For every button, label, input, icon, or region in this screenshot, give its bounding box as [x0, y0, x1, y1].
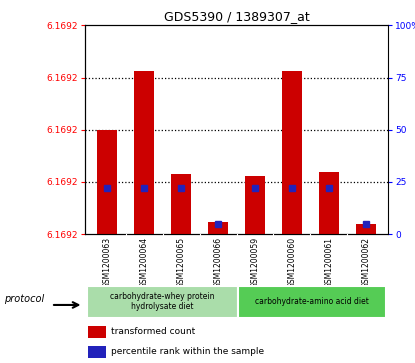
Text: carbohydrate-amino acid diet: carbohydrate-amino acid diet [255, 297, 369, 306]
Bar [88, 346, 106, 358]
Text: protocol: protocol [4, 294, 44, 304]
Text: GSM1200059: GSM1200059 [251, 237, 259, 288]
Bar [208, 221, 228, 234]
Text: carbohydrate-whey protein
hydrolysate diet: carbohydrate-whey protein hydrolysate di… [110, 292, 215, 311]
Text: GSM1200060: GSM1200060 [288, 237, 296, 288]
Text: GSM1200065: GSM1200065 [177, 237, 186, 288]
Text: transformed count: transformed count [111, 327, 195, 336]
Bar [171, 174, 191, 234]
FancyBboxPatch shape [87, 286, 238, 318]
Bar [88, 326, 106, 338]
Bar [356, 224, 376, 234]
Text: GSM1200062: GSM1200062 [361, 237, 370, 287]
Bar [134, 71, 154, 234]
Text: GSM1200061: GSM1200061 [325, 237, 333, 287]
Text: percentile rank within the sample: percentile rank within the sample [111, 347, 264, 356]
Text: GSM1200064: GSM1200064 [140, 237, 149, 288]
Text: GSM1200066: GSM1200066 [214, 237, 222, 288]
FancyBboxPatch shape [238, 286, 386, 318]
Title: GDS5390 / 1389307_at: GDS5390 / 1389307_at [164, 10, 310, 23]
Bar [97, 130, 117, 234]
Bar [282, 71, 302, 234]
Text: GSM1200063: GSM1200063 [103, 237, 112, 288]
Bar [245, 176, 265, 234]
Bar [319, 172, 339, 234]
